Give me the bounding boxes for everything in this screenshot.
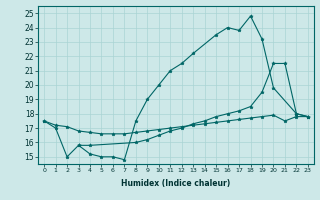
X-axis label: Humidex (Indice chaleur): Humidex (Indice chaleur) xyxy=(121,179,231,188)
